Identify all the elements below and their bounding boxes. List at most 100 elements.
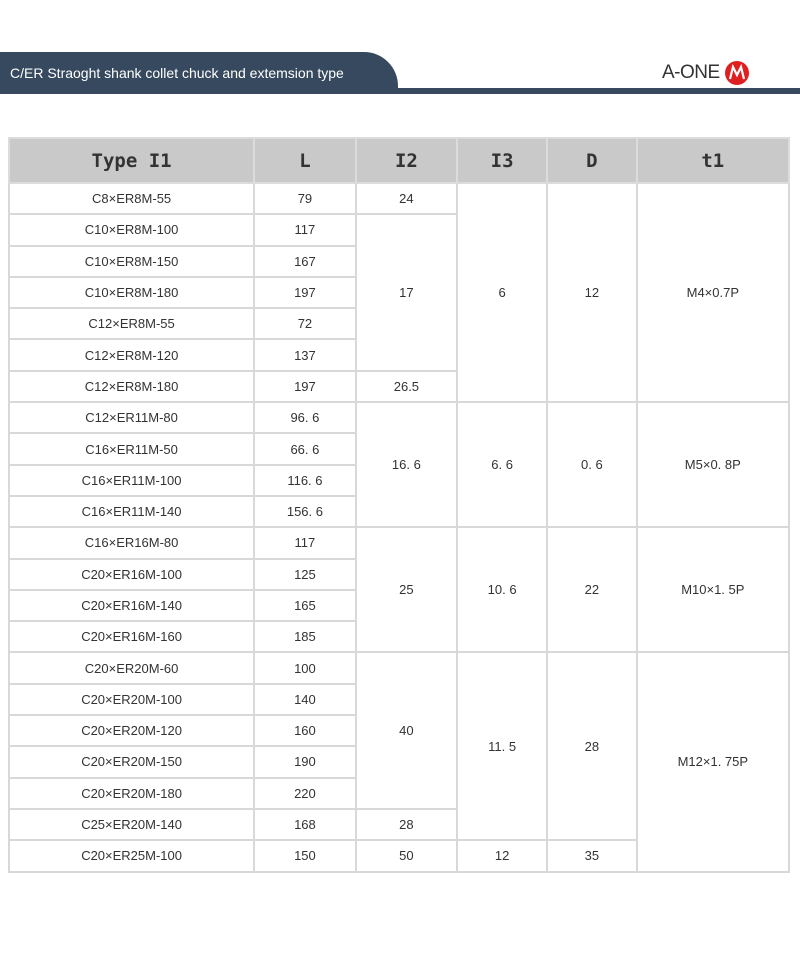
column-header: t1 — [635, 137, 791, 184]
column-header: I3 — [456, 137, 549, 184]
length-cell: 137 — [253, 338, 357, 372]
length-cell: 79 — [253, 181, 357, 216]
type-cell: C16×ER16M-80 — [7, 526, 256, 560]
table-row: C10×ER8M-150 167 — [7, 244, 789, 278]
table-row: C10×ER8M-100 117 17 — [7, 213, 789, 372]
type-cell: C20×ER20M-100 — [7, 682, 256, 717]
length-cell: 96. 6 — [253, 401, 357, 435]
table-row: C8×ER8M-55 79 24 6 12 M4×0.7P — [7, 181, 791, 404]
length-cell: 156. 6 — [253, 494, 357, 529]
length-cell: 117 — [253, 526, 357, 560]
d-cell: 28 — [546, 651, 638, 842]
i3-cell: 12 — [456, 839, 549, 873]
table-row: C25×ER20M-140 168 28 — [7, 807, 789, 842]
d-cell: 12 — [546, 181, 638, 404]
type-cell: C12×ER8M-180 — [7, 369, 256, 404]
type-cell: C20×ER16M-160 — [7, 620, 256, 654]
i3-cell: 6 — [456, 181, 549, 404]
type-cell: C20×ER16M-140 — [7, 588, 256, 623]
d-cell: 0. 6 — [546, 401, 638, 529]
i2-cell: 25 — [354, 526, 459, 654]
table-row: C20×ER16M-140 165 — [7, 588, 789, 623]
type-cell: C20×ER25M-100 — [7, 839, 256, 873]
d-cell: 35 — [546, 839, 638, 873]
length-cell: 100 — [253, 651, 357, 685]
type-cell: C8×ER8M-55 — [7, 181, 256, 216]
i2-cell: 50 — [354, 839, 459, 873]
length-cell: 197 — [253, 369, 357, 404]
length-cell: 150 — [253, 839, 357, 873]
i2-cell: 24 — [354, 181, 459, 216]
type-cell: C20×ER20M-150 — [7, 745, 256, 779]
length-cell: 116. 6 — [253, 463, 357, 497]
table-row: C16×ER11M-50 66. 6 — [7, 432, 789, 466]
i3-cell: 6. 6 — [456, 401, 549, 529]
logo-text: A-ONE — [662, 62, 720, 83]
length-cell: 140 — [253, 682, 357, 717]
table-row: C20×ER20M-180 220 — [7, 776, 789, 810]
t1-cell: M5×0. 8P — [635, 401, 791, 529]
i2-cell: 26.5 — [354, 369, 459, 404]
length-cell: 125 — [253, 557, 357, 591]
t1-cell: M12×1. 75P — [635, 651, 791, 873]
table-row: C16×ER11M-140 156. 6 — [7, 494, 789, 529]
table-row: C12×ER8M-120 137 — [7, 338, 789, 372]
type-cell: C10×ER8M-150 — [7, 244, 256, 278]
length-cell: 168 — [253, 807, 357, 842]
header-tab — [0, 52, 398, 94]
type-cell: C16×ER11M-100 — [7, 463, 256, 497]
type-cell: C20×ER20M-180 — [7, 776, 256, 810]
table-row: C16×ER16M-80 117 25 10. 6 22 M10×1. 5P — [7, 526, 791, 654]
table-row: C12×ER8M-180 197 26.5 — [7, 369, 789, 404]
length-cell: 165 — [253, 588, 357, 623]
table-row: C10×ER8M-180 197 — [7, 275, 789, 310]
type-cell: C12×ER8M-120 — [7, 338, 256, 372]
i2-cell: 16. 6 — [354, 401, 459, 529]
length-cell: 190 — [253, 745, 357, 779]
page-title: C/ER Straoght shank collet chuck and ext… — [10, 65, 344, 81]
length-cell: 66. 6 — [253, 432, 357, 466]
type-cell: C10×ER8M-180 — [7, 275, 256, 310]
header-line — [390, 88, 800, 94]
i2-cell: 40 — [354, 651, 459, 810]
brand-logo: A-ONE — [662, 60, 750, 86]
table-row: C12×ER11M-80 96. 6 16. 6 6. 6 0. 6 M5×0. 8P — [7, 401, 791, 529]
i3-cell: 10. 6 — [456, 526, 549, 654]
table-row: C16×ER11M-100 116. 6 — [7, 463, 789, 497]
i3-cell: 11. 5 — [456, 651, 549, 842]
column-header: Type I1 — [7, 137, 256, 184]
d-cell: 22 — [546, 526, 638, 654]
table-row: C12×ER8M-55 72 — [7, 307, 789, 341]
column-header: L — [253, 137, 357, 184]
length-cell: 197 — [253, 275, 357, 310]
type-cell: C20×ER20M-120 — [7, 714, 256, 748]
table-row: C20×ER20M-60 100 40 11. 5 28 M12×1. 75P — [7, 651, 791, 873]
table-row: C20×ER16M-100 125 — [7, 557, 789, 591]
length-cell: 72 — [253, 307, 357, 341]
length-cell: 117 — [253, 213, 357, 247]
column-header: D — [546, 137, 638, 184]
table-row: C20×ER20M-150 190 — [7, 745, 789, 779]
table-row: C20×ER16M-160 185 — [7, 620, 789, 654]
length-cell: 185 — [253, 620, 357, 654]
type-cell: C25×ER20M-140 — [7, 807, 256, 842]
type-cell: C16×ER11M-140 — [7, 494, 256, 529]
table-row: C20×ER25M-100 150 50 12 35 — [7, 839, 789, 873]
type-cell: C10×ER8M-100 — [7, 213, 256, 247]
length-cell: 167 — [253, 244, 357, 278]
type-cell: C12×ER11M-80 — [7, 401, 256, 435]
logo-m-icon — [724, 61, 749, 85]
length-cell: 220 — [253, 776, 357, 810]
column-header: I2 — [354, 137, 459, 184]
header-band: C/ER Straoght shank collet chuck and ext… — [0, 52, 800, 94]
t1-cell: M4×0.7P — [635, 181, 791, 404]
table-row: C20×ER20M-120 160 — [7, 714, 789, 748]
i2-cell: 28 — [354, 807, 459, 842]
i2-cell: 17 — [354, 213, 459, 372]
type-cell: C20×ER16M-100 — [7, 557, 256, 591]
type-cell: C16×ER11M-50 — [7, 432, 256, 466]
table-row: C20×ER20M-100 140 — [7, 682, 789, 717]
t1-cell: M10×1. 5P — [635, 526, 791, 654]
type-cell: C12×ER8M-55 — [7, 307, 256, 341]
